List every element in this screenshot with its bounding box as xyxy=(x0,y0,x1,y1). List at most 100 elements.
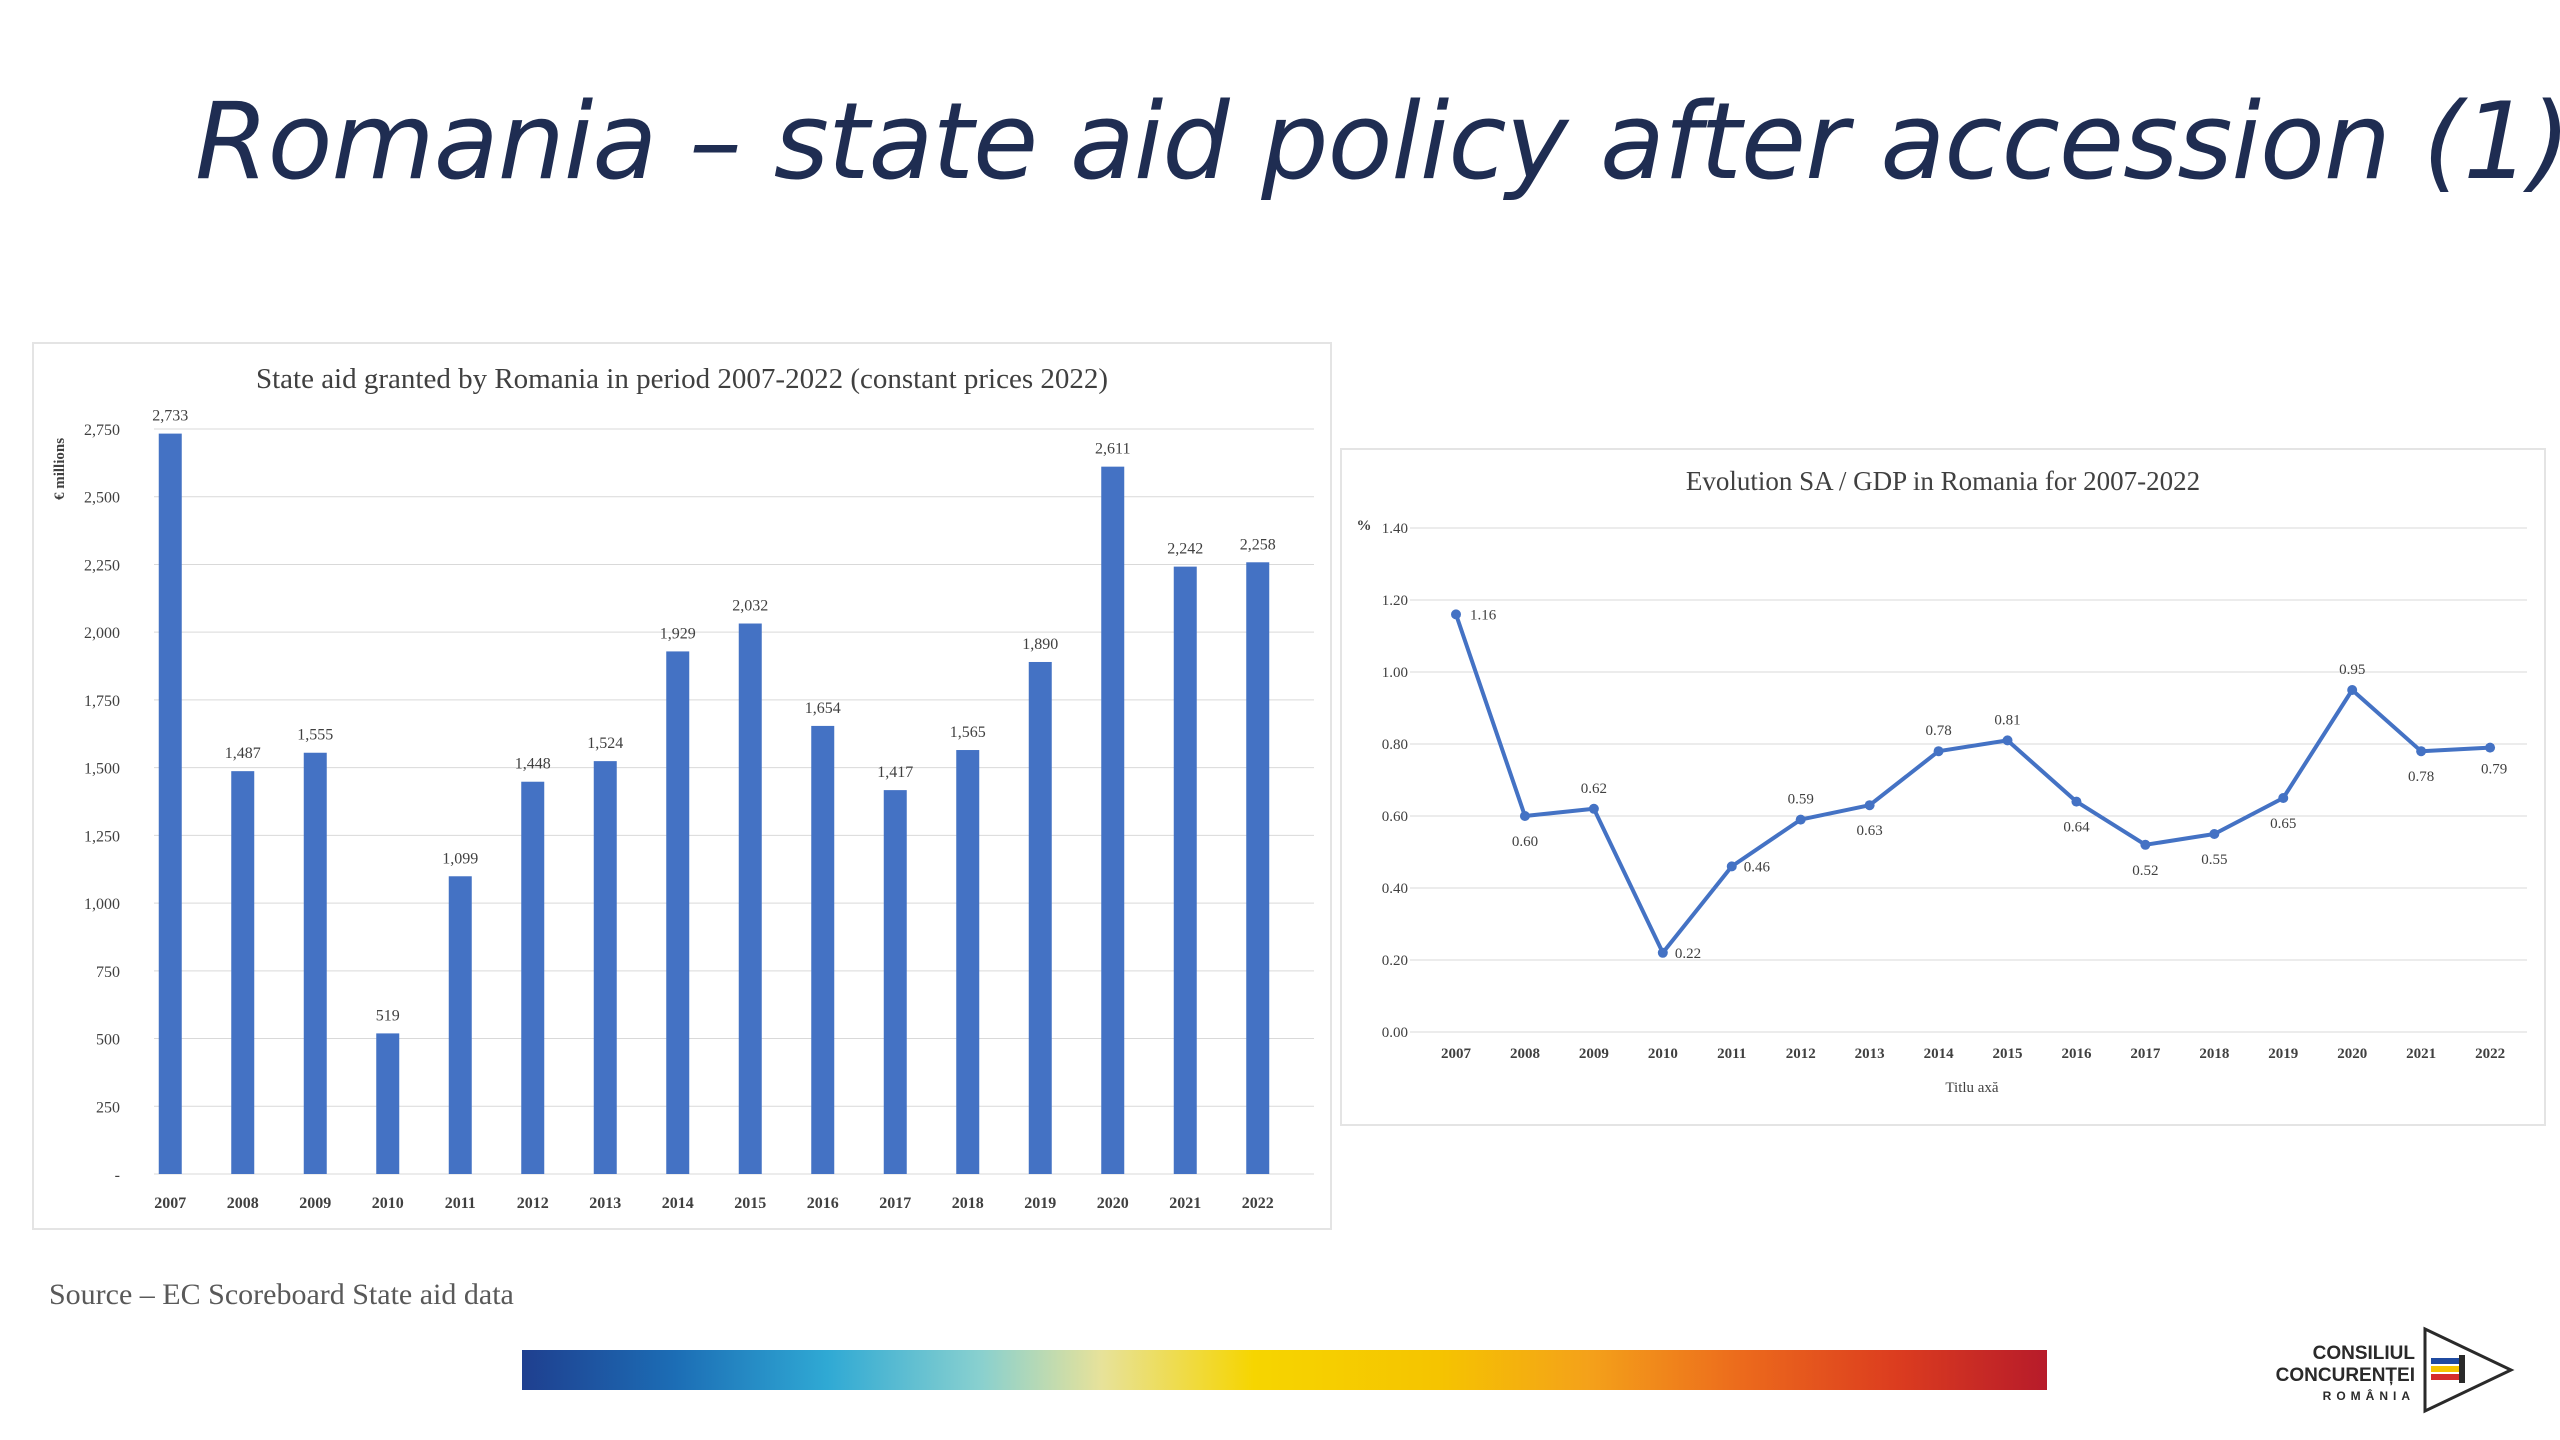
x-tick-label: 2010 xyxy=(372,1195,404,1212)
x-tick-label: 2021 xyxy=(2406,1046,2436,1062)
bar xyxy=(158,433,182,1174)
logo-text-line2: CONCURENȚEI xyxy=(2275,1365,2415,1386)
y-tick-label: 1.00 xyxy=(1382,665,1408,681)
point-value-label: 0.63 xyxy=(1857,823,1883,839)
y-tick-label: 0.00 xyxy=(1382,1025,1408,1041)
point-value-label: 0.46 xyxy=(1744,859,1771,875)
bar-value-label: 1,448 xyxy=(515,756,551,773)
logo-arrow-icon xyxy=(2423,1326,2515,1414)
series-line xyxy=(1454,613,2491,955)
x-tick-label: 2016 xyxy=(2061,1046,2092,1062)
bar xyxy=(1028,661,1052,1174)
data-point xyxy=(2347,685,2358,695)
point-value-label: 0.64 xyxy=(2063,820,2090,836)
line-chart-panel: Evolution SA / GDP in Romania for 2007-2… xyxy=(1340,448,2546,1126)
y-tick-label: 2,250 xyxy=(84,557,120,574)
slide-title: Romania – state aid policy after accessi… xyxy=(195,80,2560,203)
data-point xyxy=(2002,735,2013,746)
data-point xyxy=(2209,829,2220,839)
x-tick-label: 2022 xyxy=(2475,1046,2505,1062)
bar xyxy=(1246,562,1270,1174)
bar-value-label: 2,242 xyxy=(1167,541,1203,558)
y-tick-label: 1,000 xyxy=(84,896,120,913)
bar-value-label: 1,099 xyxy=(442,850,478,867)
y-tick-label: 1,250 xyxy=(84,828,120,845)
data-point xyxy=(2140,839,2151,850)
bar-value-label: 1,524 xyxy=(587,735,623,752)
logo-text-line1: CONSILIUL xyxy=(2312,1343,2415,1364)
x-tick-label: 2012 xyxy=(517,1195,549,1212)
y-axis-label: % xyxy=(1357,518,1372,534)
point-value-label: 0.78 xyxy=(2408,769,2434,785)
x-tick-label: 2015 xyxy=(1993,1046,2023,1062)
source-note: Source – EC Scoreboard State aid data xyxy=(49,1278,514,1311)
bar-chart-panel: State aid granted by Romania in period 2… xyxy=(32,342,1332,1230)
bar xyxy=(1173,566,1197,1174)
data-point xyxy=(1864,800,1875,811)
x-tick-label: 2017 xyxy=(2130,1046,2161,1062)
point-value-label: 0.65 xyxy=(2270,816,2296,832)
y-tick-label: 0.20 xyxy=(1382,953,1408,969)
y-tick-label: 250 xyxy=(96,1099,120,1116)
y-tick-label: 1.40 xyxy=(1382,521,1408,537)
x-tick-label: 2013 xyxy=(1855,1046,1885,1062)
point-value-label: 0.52 xyxy=(2132,863,2158,879)
data-point xyxy=(2278,793,2289,803)
bar-value-label: 1,555 xyxy=(297,727,333,744)
bar-value-label: 2,032 xyxy=(732,598,768,615)
x-tick-label: 2014 xyxy=(662,1195,694,1212)
bar-value-label: 2,611 xyxy=(1095,441,1130,458)
point-value-label: 0.81 xyxy=(1994,712,2020,728)
x-tick-label: 2009 xyxy=(299,1195,331,1212)
point-value-label: 0.59 xyxy=(1788,792,1814,808)
bar-value-label: 1,417 xyxy=(877,764,913,781)
y-tick-label: 750 xyxy=(96,964,120,981)
decorative-gradient-bar xyxy=(522,1350,2047,1390)
bar xyxy=(593,761,617,1174)
point-value-label: 0.62 xyxy=(1581,781,1607,797)
x-tick-label: 2013 xyxy=(589,1195,621,1212)
y-tick-label: - xyxy=(115,1167,120,1184)
bar xyxy=(521,781,545,1174)
bar xyxy=(883,790,907,1174)
x-tick-label: 2015 xyxy=(734,1195,766,1212)
x-tick-label: 2008 xyxy=(227,1195,259,1212)
bar-value-label: 1,565 xyxy=(950,724,986,741)
y-tick-label: 0.40 xyxy=(1382,881,1408,897)
bar xyxy=(231,771,255,1174)
x-tick-label: 2010 xyxy=(1648,1046,1678,1062)
bar xyxy=(376,1033,400,1174)
y-tick-label: 1,500 xyxy=(84,761,120,778)
bar xyxy=(448,876,472,1174)
bar-chart-svg: State aid granted by Romania in period 2… xyxy=(52,363,1314,1212)
bar xyxy=(811,725,835,1174)
x-tick-label: 2018 xyxy=(2199,1046,2229,1062)
bar xyxy=(303,752,327,1174)
x-tick-label: 2014 xyxy=(1924,1046,1955,1062)
y-tick-label: 1.20 xyxy=(1382,593,1408,609)
point-value-label: 0.22 xyxy=(1675,946,1701,962)
data-point xyxy=(2485,742,2496,753)
x-tick-label: 2022 xyxy=(1242,1195,1274,1212)
x-tick-label: 2020 xyxy=(1097,1195,1129,1212)
point-value-label: 0.79 xyxy=(2481,762,2507,778)
x-tick-label: 2021 xyxy=(1169,1195,1201,1212)
bar-value-label: 1,890 xyxy=(1022,636,1058,653)
point-value-label: 0.95 xyxy=(2339,662,2365,678)
point-value-label: 0.60 xyxy=(1512,834,1538,850)
data-point xyxy=(1519,811,1530,821)
x-tick-label: 2019 xyxy=(2268,1046,2298,1062)
x-tick-label: 2016 xyxy=(807,1195,839,1212)
y-tick-label: 0.80 xyxy=(1382,737,1408,753)
x-axis-title: Titlu axă xyxy=(1945,1080,1999,1096)
y-tick-label: 2,500 xyxy=(84,490,120,507)
logo-text-line3: ROMÂNIA xyxy=(2322,1389,2415,1403)
x-tick-label: 2008 xyxy=(1510,1046,1540,1062)
point-value-label: 0.78 xyxy=(1925,723,1951,739)
bar xyxy=(738,623,762,1174)
data-point xyxy=(1726,861,1737,872)
x-tick-label: 2011 xyxy=(1717,1046,1746,1062)
point-value-label: 1.16 xyxy=(1470,607,1497,623)
bar-value-label: 1,487 xyxy=(225,745,261,762)
x-tick-label: 2018 xyxy=(952,1195,984,1212)
